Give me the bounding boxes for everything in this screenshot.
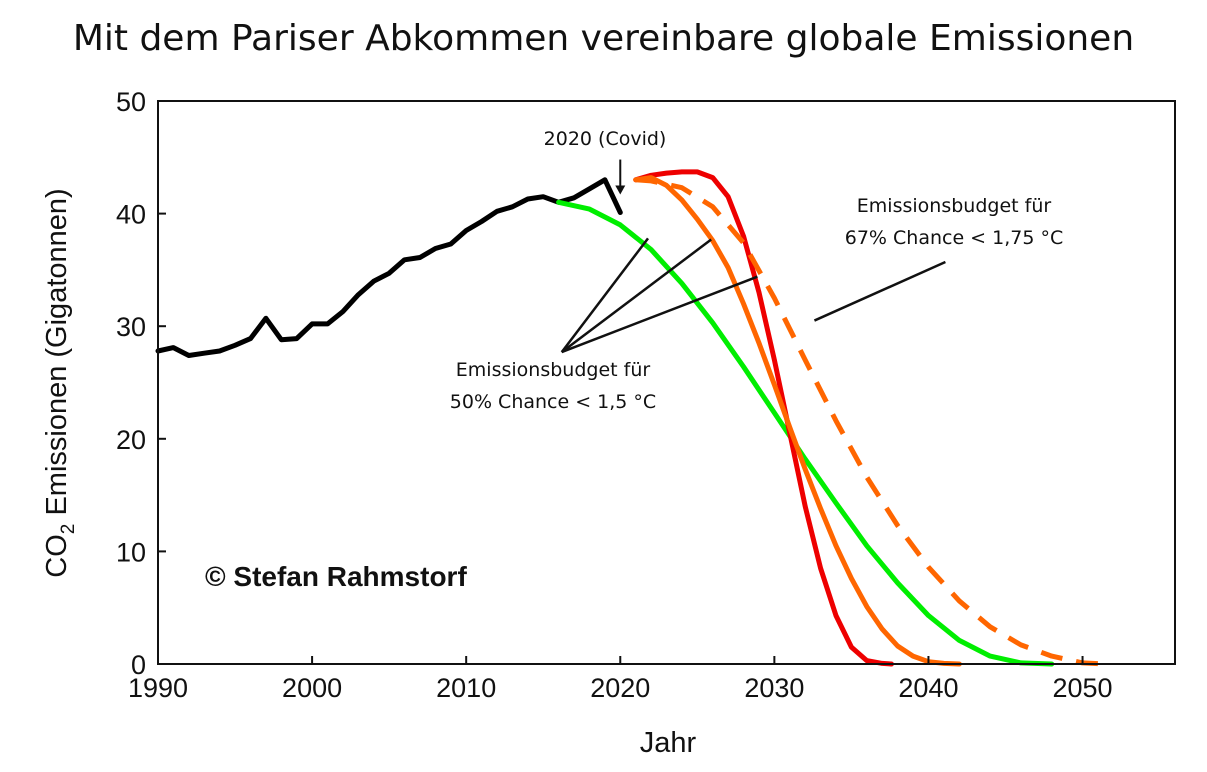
plot-frame [157, 100, 1176, 665]
series-line-4 [635, 177, 1106, 667]
y-tick-label: 40 [116, 200, 146, 230]
budget50-pointer-orange [560, 238, 712, 354]
budget50-line1: Emissionsbudget für [456, 359, 651, 381]
x-tick-label: 2000 [282, 673, 342, 703]
series-line-3 [633, 175, 962, 667]
x-axis-ticks: 1990 2000 2010 2020 2030 2040 2050 [128, 656, 1113, 703]
y-axis-label: CO2 Emissionen (Gigatonnen) [41, 188, 79, 577]
budget50-pointer-red [561, 275, 758, 354]
copyright-label: © Stefan Rahmstorf [205, 561, 467, 592]
y-tick-label: 50 [116, 87, 146, 117]
series-line-0 [155, 177, 623, 358]
annotation-lines [560, 159, 946, 354]
y-tick-label: 10 [116, 537, 146, 567]
y-tick-label: 0 [131, 650, 146, 680]
x-tick-label: 2030 [744, 673, 804, 703]
chart-title: Mit dem Pariser Abkommen vereinbare glob… [72, 18, 1135, 59]
series-line-1 [556, 199, 1055, 667]
y-tick-label: 30 [116, 312, 146, 342]
y-axis-label-rest: Emissionen (Gigatonnen) [41, 188, 73, 523]
covid-annotation: 2020 (Covid) [544, 128, 667, 150]
budget50-line2: 50% Chance < 1,5 °C [450, 391, 656, 413]
y-axis-label-sub: 2 [58, 524, 79, 535]
y-axis-ticks: 0 10 20 30 40 50 [116, 87, 166, 680]
x-tick-label: 2040 [898, 673, 958, 703]
series-line-2 [633, 169, 894, 667]
covid-arrow-head [615, 185, 626, 195]
budget67-pointer-dashed [813, 260, 946, 322]
budget50-pointer-green [560, 237, 650, 353]
x-tick-label: 2010 [436, 673, 496, 703]
x-tick-label: 1990 [128, 673, 188, 703]
y-tick-label: 20 [116, 425, 146, 455]
x-tick-label: 2020 [590, 673, 650, 703]
x-axis-label: Jahr [640, 727, 697, 759]
budget67-line1: Emissionsbudget für [857, 195, 1052, 217]
x-tick-label: 2050 [1053, 673, 1113, 703]
budget67-line2: 67% Chance < 1,75 °C [845, 227, 1064, 249]
series-layer [155, 169, 1106, 667]
y-axis-label-co: CO [41, 534, 73, 578]
